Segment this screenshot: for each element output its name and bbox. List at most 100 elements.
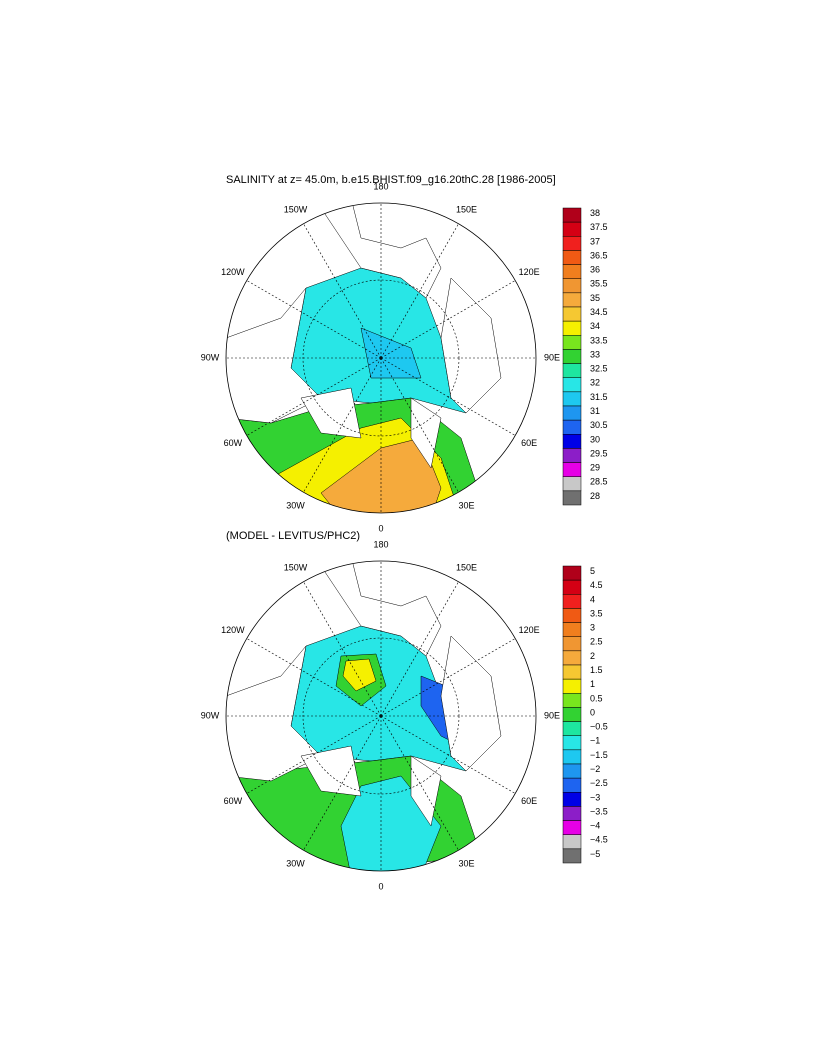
colorbar-label: −1.5 <box>590 750 608 760</box>
colorbar-label: 0.5 <box>590 693 603 703</box>
meridian <box>303 223 382 359</box>
meridian <box>246 280 382 359</box>
colorbar-label: 37 <box>590 236 600 246</box>
colorbar-box <box>562 664 582 680</box>
lon-label: 150W <box>284 562 308 572</box>
colorbar-box <box>562 721 582 736</box>
colorbar-box <box>562 763 582 779</box>
colorbar-box <box>562 448 582 463</box>
colorbar-box <box>562 278 582 294</box>
parallel <box>302 637 460 795</box>
colorbar-label: 34 <box>590 321 600 331</box>
colorbar-label: 29 <box>590 463 600 473</box>
colorbar-label: 36 <box>590 265 600 275</box>
lon-label: 60E <box>521 438 537 448</box>
colorbar-label: 32.5 <box>590 364 608 374</box>
colorbar-box <box>562 236 582 251</box>
lon-label: 150E <box>456 204 477 214</box>
map-outline <box>225 560 537 872</box>
lon-label: 150W <box>284 204 308 214</box>
lon-label: 180 <box>373 539 388 549</box>
colorbar-box <box>562 636 582 652</box>
colorbar-label: 37.5 <box>590 222 608 232</box>
colorbar-box <box>562 349 582 364</box>
colorbar-box <box>562 363 582 378</box>
meridian <box>380 223 459 359</box>
colorbar-label: 3 <box>590 623 595 633</box>
colorbar-label: −2 <box>590 764 600 774</box>
land <box>440 277 502 414</box>
colorbar-box <box>562 207 582 223</box>
colorbar-label: −0.5 <box>590 722 608 732</box>
meridian <box>380 280 516 359</box>
colorbar-label: 2.5 <box>590 637 603 647</box>
colorbar-box <box>562 250 582 265</box>
colorbar-box <box>562 419 582 435</box>
meridian <box>246 715 382 794</box>
ocean <box>342 658 377 692</box>
colorbar-box <box>562 335 582 350</box>
meridian <box>380 638 516 717</box>
meridian <box>303 357 382 493</box>
meridian <box>246 357 382 436</box>
lon-label: 0 <box>378 523 383 533</box>
colorbar-label: −1 <box>590 736 600 746</box>
land <box>440 635 502 772</box>
lon-label: 60E <box>521 796 537 806</box>
colorbar-label: 35.5 <box>590 279 608 289</box>
colorbar-label: −5 <box>590 849 600 859</box>
map-outline <box>225 202 537 514</box>
colorbar-label: −3 <box>590 792 600 802</box>
lon-label: 30W <box>286 858 305 868</box>
colorbar-box <box>562 565 582 581</box>
lon-label: 90W <box>201 710 220 720</box>
colorbar-label: −3.5 <box>590 806 608 816</box>
colorbar-box <box>562 622 582 637</box>
land <box>300 745 362 797</box>
map <box>225 560 537 872</box>
meridian <box>380 357 516 436</box>
colorbar-box <box>562 608 582 623</box>
colorbar-label: 31.5 <box>590 392 608 402</box>
map <box>225 202 537 514</box>
colorbar-box <box>562 749 582 765</box>
colorbar-box <box>562 820 582 835</box>
colorbar-box <box>562 650 582 666</box>
parallel <box>302 279 460 437</box>
colorbar-box <box>562 434 582 449</box>
colorbar-label: 5 <box>590 566 595 576</box>
lon-label: 30E <box>458 858 474 868</box>
panel-title: SALINITY at z= 45.0m, b.e15.BHIST.f09_g1… <box>226 174 556 186</box>
colorbar-box <box>562 735 582 751</box>
lon-label: 150E <box>456 562 477 572</box>
lon-label: 60W <box>224 438 243 448</box>
land <box>300 387 362 439</box>
lon-label: 90W <box>201 352 220 362</box>
colorbar-label: 4.5 <box>590 580 603 590</box>
colorbar-label: 29.5 <box>590 448 608 458</box>
lon-label: 60W <box>224 796 243 806</box>
colorbar-label: 1.5 <box>590 665 603 675</box>
colorbar-label: 33 <box>590 349 600 359</box>
meridian <box>380 715 459 851</box>
lon-label: 0 <box>378 881 383 891</box>
lon-label: 90E <box>544 710 560 720</box>
colorbar-box <box>562 806 582 821</box>
colorbar-box <box>562 292 582 308</box>
map-body <box>226 203 502 513</box>
lon-label: 180 <box>373 181 388 191</box>
lon-label: 120E <box>519 267 540 277</box>
colorbar-box <box>562 678 582 694</box>
colorbar-box <box>562 391 582 407</box>
panel-title: (MODEL - LEVITUS/PHC2) <box>226 530 360 542</box>
colorbar-box <box>562 848 582 864</box>
colorbar-box <box>562 405 582 421</box>
colorbar-box <box>562 462 582 477</box>
colorbar-label: 28.5 <box>590 477 608 487</box>
colorbar-box <box>562 834 582 850</box>
lon-label: 90E <box>544 352 560 362</box>
lon-label: 30E <box>458 500 474 510</box>
colorbar-label: 0 <box>590 707 595 717</box>
colorbar-box <box>562 490 582 506</box>
